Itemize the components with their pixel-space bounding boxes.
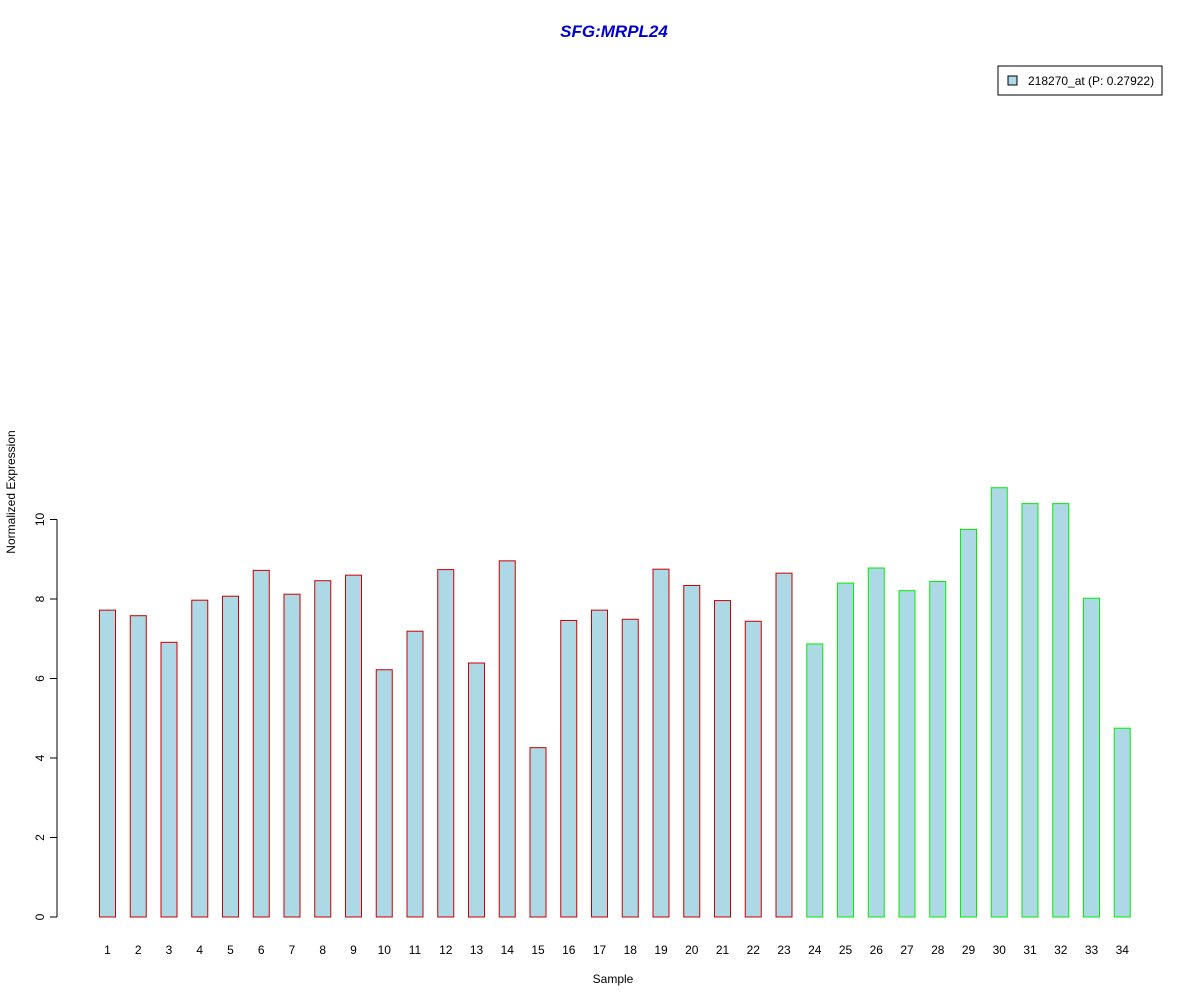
x-tick-label: 19 (654, 943, 668, 957)
bar-sample-15 (529, 747, 547, 918)
y-ticks: 0 2 4 6 8 10 (33, 513, 57, 920)
x-tick-label: 26 (870, 943, 884, 957)
bar-sample-26 (867, 567, 885, 918)
y-tick-label: 8 (33, 595, 47, 602)
x-tick-label: 12 (439, 943, 453, 957)
y-tick-label: 2 (33, 834, 47, 841)
x-tick-label: 13 (470, 943, 484, 957)
x-tick-label: 11 (409, 943, 422, 957)
x-tick-label: 30 (993, 943, 1007, 957)
bar-sample-9 (345, 574, 362, 918)
x-tick-label: 14 (501, 943, 515, 957)
x-tick-label: 27 (900, 943, 914, 957)
bar-sample-20 (683, 584, 701, 918)
legend-swatch (1007, 75, 1018, 86)
bar-sample-1 (99, 609, 116, 918)
bar-sample-27 (898, 590, 916, 918)
bar-sample-32 (1052, 503, 1070, 918)
bar-sample-13 (468, 662, 485, 918)
bar-sample-19 (652, 568, 670, 918)
x-tick-label: 33 (1085, 943, 1099, 957)
legend-label: 218270_at (P: 0.27922) (1028, 74, 1154, 88)
y-tick-label: 10 (33, 513, 47, 527)
bar-sample-4 (191, 599, 209, 918)
x-tick-label: 5 (227, 943, 234, 957)
bar-sample-29 (960, 528, 977, 918)
bar-sample-14 (498, 560, 516, 918)
bar-sample-8 (314, 580, 332, 918)
x-tick-label: 1 (104, 943, 111, 957)
x-tick-label: 4 (196, 943, 203, 957)
x-tick-label: 10 (378, 943, 392, 957)
bar-sample-10 (375, 669, 393, 918)
bar-sample-16 (560, 619, 578, 918)
x-tick-label: 6 (258, 943, 265, 957)
bar-sample-34 (1113, 727, 1131, 918)
x-tick-label: 31 (1023, 943, 1037, 957)
legend: 218270_at (P: 0.27922) (997, 65, 1163, 96)
x-tick-label: 22 (747, 943, 761, 957)
x-tick-label: 7 (289, 943, 296, 957)
bars (99, 487, 1131, 918)
x-tick-label: 23 (777, 943, 791, 957)
bar-sample-24 (806, 643, 824, 918)
x-tick-label: 8 (319, 943, 326, 957)
bar-sample-28 (929, 581, 947, 918)
bar-sample-11 (406, 630, 424, 918)
x-tick-label: 28 (931, 943, 945, 957)
x-tick-label: 9 (350, 943, 357, 957)
bar-sample-21 (714, 600, 731, 918)
bar-sample-17 (591, 609, 608, 918)
y-tick-label: 0 (33, 913, 47, 920)
bar-sample-23 (775, 572, 793, 918)
x-tick-label: 3 (166, 943, 173, 957)
bar-sample-12 (437, 569, 455, 918)
chart-title: SFG:MRPL24 (560, 22, 668, 41)
y-axis-label: Normalized Expression (4, 430, 18, 553)
bar-sample-31 (1021, 503, 1039, 918)
x-axis-label: Sample (593, 972, 634, 986)
x-tick-label: 16 (562, 943, 576, 957)
bar-sample-6 (252, 569, 270, 918)
x-tick-label: 15 (531, 943, 545, 957)
bar-sample-30 (990, 487, 1008, 918)
x-tick-label: 18 (624, 943, 638, 957)
x-tick-label: 21 (716, 943, 730, 957)
bar-sample-25 (837, 582, 854, 918)
y-tick-label: 4 (33, 754, 47, 761)
legend-box (997, 65, 1163, 96)
bar-sample-2 (129, 615, 147, 918)
x-tick-label: 2 (135, 943, 142, 957)
bar-sample-3 (160, 641, 178, 918)
x-tick-label: 25 (839, 943, 853, 957)
x-tick-labels: 1 2 3 4 5 6 7 8 9 10 11 12 13 14 15 16 17 18 19 20 21 22 23 24 2… (104, 943, 1129, 957)
y-tick-label: 6 (33, 675, 47, 682)
x-tick-label: 34 (1116, 943, 1130, 957)
x-tick-label: 29 (962, 943, 976, 957)
bar-sample-5 (222, 595, 239, 918)
x-tick-label: 24 (808, 943, 822, 957)
bar-sample-33 (1083, 597, 1100, 918)
x-tick-label: 17 (593, 943, 607, 957)
bar-sample-18 (621, 618, 639, 918)
bar-sample-7 (283, 593, 301, 918)
bar-sample-22 (744, 620, 762, 918)
x-tick-label: 20 (685, 943, 699, 957)
x-tick-label: 32 (1054, 943, 1068, 957)
